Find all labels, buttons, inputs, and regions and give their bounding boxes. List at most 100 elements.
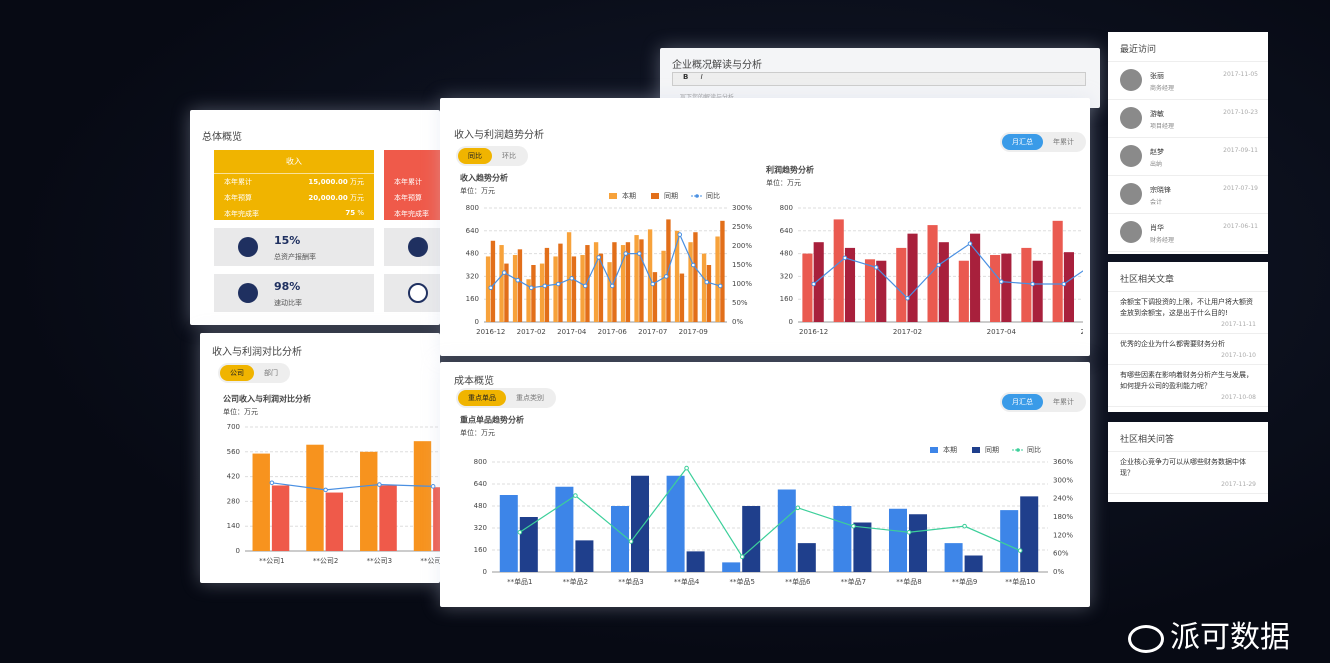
bold-button[interactable]: B xyxy=(683,73,689,81)
article-item[interactable]: 余额宝下调投资的上限，不让用户将大额资金放到余额宝，这是出于什么目的! 2017-… xyxy=(1108,292,1268,334)
y-tick-label: 800 xyxy=(780,204,793,212)
bar xyxy=(864,259,876,322)
line xyxy=(271,482,434,491)
line-point xyxy=(690,262,696,268)
bar xyxy=(686,551,705,572)
compare-title: 收入与利润对比分析 xyxy=(212,347,302,358)
article-item[interactable]: 优秀的企业为什么都需要财务分析 2017-10-10 xyxy=(1108,334,1268,365)
visitor-role: 出纳 xyxy=(1150,161,1163,168)
bar xyxy=(544,247,550,322)
visit-date: 2017-06-11 xyxy=(1223,223,1258,230)
visitor-name: 赵梦 xyxy=(1150,148,1164,156)
legend-swatch xyxy=(930,447,938,453)
row-number: 75 xyxy=(345,209,356,217)
avatar xyxy=(1120,221,1142,243)
toggle[interactable]: 月汇总 xyxy=(1002,134,1043,150)
bar xyxy=(631,475,650,572)
bar xyxy=(499,245,504,322)
bar xyxy=(652,272,658,322)
bar xyxy=(571,256,577,322)
x-tick-label: 2017-09 xyxy=(679,328,708,336)
chart-unit: 单位：万元 xyxy=(460,186,495,195)
tab[interactable]: 部门 xyxy=(264,369,278,377)
y2-tick-label: 100% xyxy=(732,280,752,288)
toggle[interactable]: 年累计 xyxy=(1053,138,1074,146)
tab[interactable]: 同比 xyxy=(458,148,492,164)
avatar xyxy=(1120,107,1142,129)
visit-item[interactable]: 游敏 项目经理 2017-10-23 xyxy=(1108,100,1268,138)
bar xyxy=(620,245,626,322)
bar xyxy=(531,265,536,322)
y2-tick-label: 150% xyxy=(732,261,752,269)
line xyxy=(519,467,1021,558)
qa-title: 社区相关问答 xyxy=(1108,422,1268,452)
x-tick-label: **单品3 xyxy=(618,577,643,586)
visit-item[interactable]: 宗晓锋 会计 2017-07-19 xyxy=(1108,176,1268,214)
y-tick-label: 140 xyxy=(227,522,240,530)
tab[interactable]: 重点单品 xyxy=(458,390,506,406)
bar xyxy=(519,517,538,572)
cost-tabs: 重点单品 重点类别 xyxy=(456,388,556,408)
kpi-icon xyxy=(408,283,428,303)
bar xyxy=(504,263,509,322)
card-row: 本年完成率 75 % xyxy=(214,206,374,222)
tab[interactable]: 环比 xyxy=(502,152,516,160)
bar xyxy=(958,260,969,322)
row-label: 本年预算 xyxy=(224,194,252,202)
toggle[interactable]: 月汇总 xyxy=(1002,394,1043,410)
line-point xyxy=(488,285,494,291)
x-tick-label: **单品1 xyxy=(507,577,532,586)
article-item[interactable]: 有哪些因素在影响着财务分析产生与发展，如何提升公司的盈利能力呢？ 2017-10-… xyxy=(1108,365,1268,407)
visitor-name: 宗晓锋 xyxy=(1150,186,1171,194)
kpi-icon xyxy=(238,237,258,257)
bar xyxy=(1021,247,1032,322)
bar xyxy=(964,555,983,572)
bar xyxy=(888,508,907,572)
bar xyxy=(674,230,680,322)
line-point xyxy=(1030,281,1035,287)
editor-placeholder[interactable]: 写下您的解读与分析 xyxy=(680,92,734,101)
bar xyxy=(715,236,720,322)
line-point xyxy=(936,262,942,268)
bar xyxy=(517,249,523,322)
visit-item[interactable]: 赵梦 出纳 2017-09-11 xyxy=(1108,138,1268,176)
tab[interactable]: 重点类别 xyxy=(516,394,544,402)
line-point xyxy=(430,484,436,489)
bar xyxy=(706,265,712,322)
y-tick-label: 800 xyxy=(466,204,479,212)
kpi-card xyxy=(384,274,440,312)
visit-item[interactable]: 张丽 商务经理 2017-11-05 xyxy=(1108,62,1268,100)
bar xyxy=(777,489,796,572)
line-point xyxy=(684,465,689,471)
line-point xyxy=(704,279,710,285)
bar xyxy=(944,543,963,572)
visit-item[interactable]: 肖华 财务经理 2017-06-11 xyxy=(1108,214,1268,252)
row-unit: 万元 xyxy=(350,178,364,186)
bar xyxy=(553,256,558,322)
line-point xyxy=(623,251,629,256)
bar xyxy=(927,225,938,322)
bar xyxy=(526,279,531,322)
bar xyxy=(1000,510,1019,572)
x-tick-label: **单品9 xyxy=(952,577,977,586)
line-point xyxy=(501,270,507,275)
toggle[interactable]: 年累计 xyxy=(1053,398,1074,406)
article-text: 有哪些因素在影响着财务分析产生与发展，如何提升公司的盈利能力呢？ xyxy=(1120,371,1253,390)
article-item[interactable]: 企业核心竞争力可以从哪些财务数据中体现？ 2017-11-29 xyxy=(1108,452,1268,494)
bar xyxy=(833,219,844,322)
x-tick-label: 2016-12 xyxy=(476,328,505,336)
x-tick-label: 2017-07 xyxy=(638,328,667,336)
y2-tick-label: 360% xyxy=(1053,458,1073,466)
line xyxy=(813,242,1083,300)
line-point xyxy=(906,529,912,535)
bar xyxy=(647,229,653,322)
bar xyxy=(639,239,644,322)
y2-tick-label: 240% xyxy=(1053,495,1073,503)
trend-title: 收入与利润趋势分析 xyxy=(454,130,544,141)
tab[interactable]: 公司 xyxy=(220,365,254,381)
italic-button[interactable]: I xyxy=(700,73,703,81)
y2-tick-label: 0% xyxy=(732,318,743,326)
y-tick-label: 160 xyxy=(780,295,793,303)
x-tick-label: 2017-06 xyxy=(598,328,628,336)
visitor-role: 财务经理 xyxy=(1150,237,1175,244)
